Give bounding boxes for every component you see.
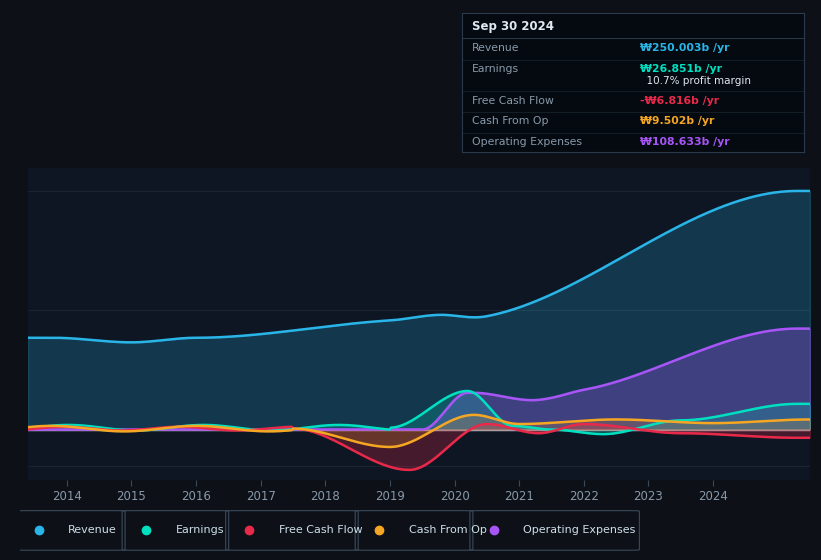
Text: -₩6.816b /yr: -₩6.816b /yr	[640, 96, 719, 106]
Text: Earnings: Earnings	[472, 64, 520, 73]
Text: Revenue: Revenue	[472, 43, 520, 53]
Text: Revenue: Revenue	[68, 525, 117, 535]
Text: Earnings: Earnings	[176, 525, 224, 535]
Text: ₩108.633b /yr: ₩108.633b /yr	[640, 137, 730, 147]
Text: Free Cash Flow: Free Cash Flow	[472, 96, 554, 106]
Text: Operating Expenses: Operating Expenses	[523, 525, 635, 535]
Text: Cash From Op: Cash From Op	[409, 525, 486, 535]
Text: ₩26.851b /yr: ₩26.851b /yr	[640, 64, 722, 73]
Text: 10.7% profit margin: 10.7% profit margin	[640, 76, 751, 86]
Text: Cash From Op: Cash From Op	[472, 116, 548, 127]
Text: Free Cash Flow: Free Cash Flow	[279, 525, 363, 535]
Text: ₩250.003b /yr: ₩250.003b /yr	[640, 43, 729, 53]
Text: ₩9.502b /yr: ₩9.502b /yr	[640, 116, 714, 127]
Text: Operating Expenses: Operating Expenses	[472, 137, 582, 147]
Text: Sep 30 2024: Sep 30 2024	[472, 20, 554, 34]
